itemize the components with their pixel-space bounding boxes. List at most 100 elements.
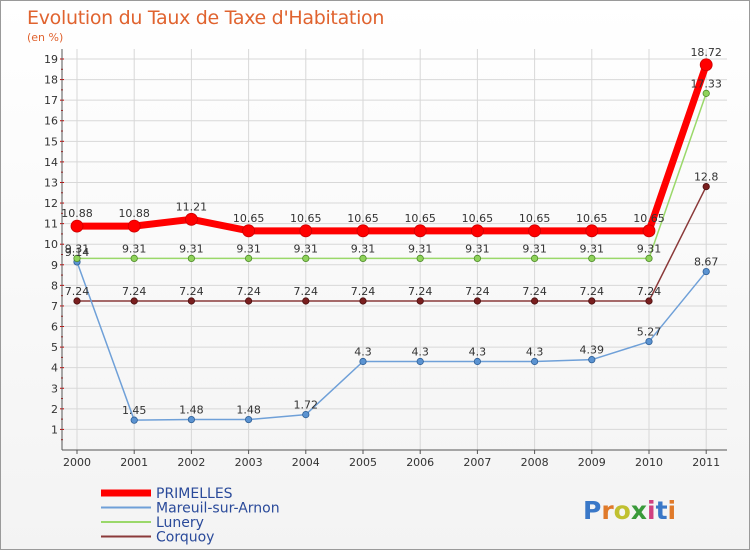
data-point xyxy=(184,212,198,226)
data-point xyxy=(588,356,596,364)
data-label: 10.65 xyxy=(633,212,665,225)
x-tick-label: 2010 xyxy=(635,456,663,469)
data-point xyxy=(130,297,138,305)
data-point xyxy=(473,357,481,366)
data-label: 7.24 xyxy=(351,285,376,298)
y-tick-label: 4 xyxy=(51,362,58,375)
data-label: 7.24 xyxy=(580,285,605,298)
data-label: 9.31 xyxy=(637,242,662,255)
data-label: 9.31 xyxy=(465,242,490,255)
data-point xyxy=(416,297,424,305)
data-point xyxy=(130,254,138,263)
data-point xyxy=(645,297,653,305)
data-point xyxy=(356,224,370,238)
y-tick-label: 8 xyxy=(51,279,58,292)
y-tick-label: 14 xyxy=(44,156,58,169)
data-label: 10.65 xyxy=(576,212,608,225)
legend-label: PRIMELLES xyxy=(156,486,233,502)
series-line-1 xyxy=(76,261,707,421)
plot-area xyxy=(62,49,727,450)
data-label: 9.31 xyxy=(65,242,90,255)
data-point xyxy=(588,254,596,263)
data-point xyxy=(302,254,310,263)
data-label: 7.24 xyxy=(294,285,319,298)
data-point xyxy=(359,357,367,366)
data-point xyxy=(416,254,424,263)
y-tick-label: 19 xyxy=(44,53,58,66)
data-label: 9.31 xyxy=(351,242,376,255)
data-label: 7.24 xyxy=(637,285,662,298)
y-tick-label: 6 xyxy=(51,321,58,334)
data-label: 10.88 xyxy=(118,207,150,220)
data-point xyxy=(302,297,310,305)
legend-label: Corquoy xyxy=(156,530,214,546)
y-tick-label: 5 xyxy=(51,341,58,354)
data-point xyxy=(642,224,656,238)
data-label: 17.33 xyxy=(690,77,722,90)
y-tick-label: 10 xyxy=(44,238,58,251)
data-point xyxy=(359,254,367,263)
data-label: 4.3 xyxy=(354,346,372,359)
x-tick-label: 2000 xyxy=(63,456,91,469)
y-tick-label: 2 xyxy=(51,403,58,416)
data-point xyxy=(588,297,596,305)
y-tick-label: 9 xyxy=(51,259,58,272)
data-label: 10.65 xyxy=(462,212,494,225)
data-point xyxy=(187,415,195,424)
y-tick-label: 7 xyxy=(51,300,58,313)
x-tick-label: 2006 xyxy=(406,456,434,469)
data-label: 18.72 xyxy=(690,46,722,59)
data-point xyxy=(130,416,138,424)
data-label: 1.48 xyxy=(236,404,261,417)
x-tick-label: 2004 xyxy=(292,456,320,469)
legend-label: Lunery xyxy=(156,515,204,531)
data-point xyxy=(470,224,484,238)
data-point xyxy=(473,297,481,305)
data-label: 7.24 xyxy=(122,285,147,298)
data-label: 9.14 xyxy=(65,246,90,259)
series-line-0 xyxy=(73,61,710,235)
chart-subtitle: (en %) xyxy=(27,31,64,44)
data-point xyxy=(73,254,81,263)
data-point xyxy=(473,254,481,263)
data-label: 7.24 xyxy=(179,285,204,298)
data-label: 10.88 xyxy=(61,207,93,220)
data-label: 1.45 xyxy=(122,404,147,417)
y-tick-label: 18 xyxy=(44,74,58,87)
legend-label: Mareuil-sur-Arnon xyxy=(156,501,280,517)
data-label: 10.65 xyxy=(519,212,551,225)
data-label: 12.8 xyxy=(694,171,719,184)
y-tick-label: 11 xyxy=(44,218,58,231)
data-point xyxy=(530,357,539,366)
y-tick-label: 16 xyxy=(44,115,58,128)
data-label: 10.65 xyxy=(347,212,379,225)
data-label: 1.72 xyxy=(294,399,319,412)
data-label: 9.31 xyxy=(522,242,547,255)
data-point xyxy=(242,224,256,238)
x-tick-label: 2007 xyxy=(463,456,491,469)
x-tick-label: 2002 xyxy=(177,456,205,469)
data-point xyxy=(299,224,313,238)
data-point xyxy=(699,58,713,72)
data-point xyxy=(702,182,710,191)
data-point xyxy=(530,254,539,263)
data-point xyxy=(359,297,367,305)
data-point xyxy=(245,415,253,424)
data-point xyxy=(585,224,599,238)
data-label: 4.3 xyxy=(411,346,429,359)
x-tick-label: 2008 xyxy=(521,456,549,469)
chart-title: Evolution du Taux de Taxe d'Habitation xyxy=(27,7,385,29)
series-line-2 xyxy=(76,92,707,260)
data-label: 7.24 xyxy=(465,285,490,298)
data-point xyxy=(245,254,253,263)
data-label: 7.24 xyxy=(522,285,547,298)
data-label: 8.67 xyxy=(694,256,719,269)
x-tick-label: 2005 xyxy=(349,456,377,469)
y-tick-label: 3 xyxy=(51,382,58,395)
data-label: 4.3 xyxy=(526,346,544,359)
data-label: 9.31 xyxy=(580,242,605,255)
data-point xyxy=(702,89,710,97)
y-tick-label: 1 xyxy=(51,423,58,436)
data-point xyxy=(245,297,253,305)
